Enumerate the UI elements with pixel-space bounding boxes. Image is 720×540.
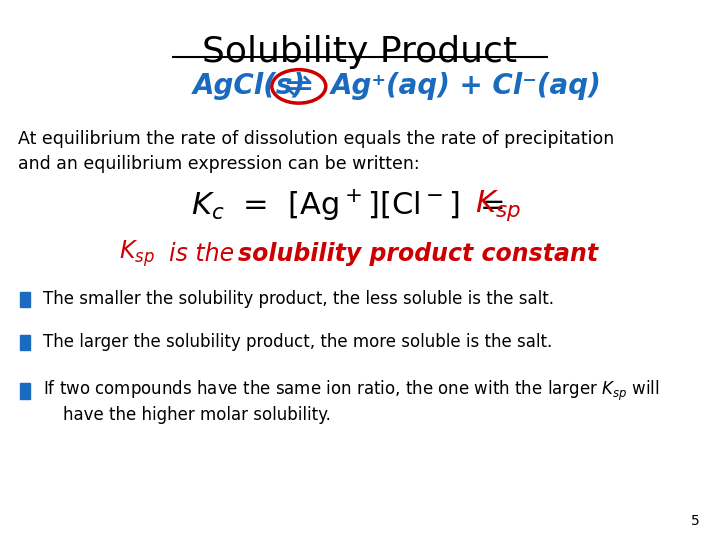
Text: solubility product constant: solubility product constant — [238, 242, 598, 266]
Text: If two compounds have the same ion ratio, the one with the larger $\mathit{K}_{s: If two compounds have the same ion ratio… — [43, 379, 660, 403]
Text: is the: is the — [169, 242, 234, 266]
Text: AgCl(s): AgCl(s) — [193, 72, 306, 100]
Text: The smaller the solubility product, the less soluble is the salt.: The smaller the solubility product, the … — [43, 290, 554, 308]
Text: $\mathit{K}_{sp}$: $\mathit{K}_{sp}$ — [475, 188, 521, 222]
Text: $\mathit{K}_{sp}$: $\mathit{K}_{sp}$ — [119, 239, 155, 269]
Text: The larger the solubility product, the more soluble is the salt.: The larger the solubility product, the m… — [43, 333, 552, 352]
Text: Ag⁺(aq) + Cl⁻(aq): Ag⁺(aq) + Cl⁻(aq) — [331, 72, 602, 100]
Text: have the higher molar solubility.: have the higher molar solubility. — [63, 406, 331, 424]
Text: $\mathit{K}_c$  =  [Ag$^+$][Cl$^-$]  =: $\mathit{K}_c$ = [Ag$^+$][Cl$^-$] = — [191, 187, 507, 223]
Text: ⇌: ⇌ — [285, 70, 312, 103]
Text: 5: 5 — [691, 514, 700, 528]
Text: Solubility Product: Solubility Product — [202, 35, 518, 69]
Text: At equilibrium the rate of dissolution equals the rate of precipitation
and an e: At equilibrium the rate of dissolution e… — [18, 130, 614, 173]
